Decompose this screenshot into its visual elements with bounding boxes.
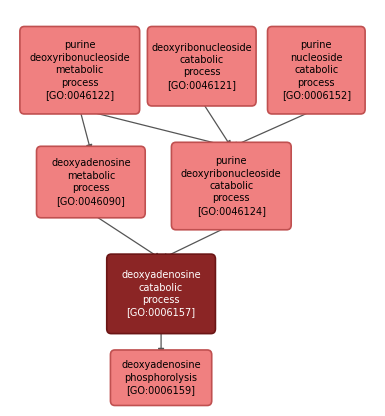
FancyBboxPatch shape [37,146,145,218]
FancyBboxPatch shape [147,27,256,106]
Text: purine
deoxyribonucleoside
catabolic
process
[GO:0046124]: purine deoxyribonucleoside catabolic pro… [181,156,281,216]
FancyBboxPatch shape [20,27,140,114]
Text: deoxyribonucleoside
catabolic
process
[GO:0046121]: deoxyribonucleoside catabolic process [G… [151,42,252,90]
Text: purine
deoxyribonucleoside
metabolic
process
[GO:0046122]: purine deoxyribonucleoside metabolic pro… [30,40,130,100]
FancyBboxPatch shape [268,27,365,114]
FancyBboxPatch shape [171,142,291,230]
FancyBboxPatch shape [110,350,212,406]
FancyBboxPatch shape [107,254,216,334]
Text: deoxyadenosine
metabolic
process
[GO:0046090]: deoxyadenosine metabolic process [GO:004… [51,158,131,206]
Text: purine
nucleoside
catabolic
process
[GO:0006152]: purine nucleoside catabolic process [GO:… [282,40,351,100]
Text: deoxyadenosine
phosphorolysis
[GO:0006159]: deoxyadenosine phosphorolysis [GO:000615… [121,360,201,395]
Text: deoxyadenosine
catabolic
process
[GO:0006157]: deoxyadenosine catabolic process [GO:000… [121,270,201,317]
